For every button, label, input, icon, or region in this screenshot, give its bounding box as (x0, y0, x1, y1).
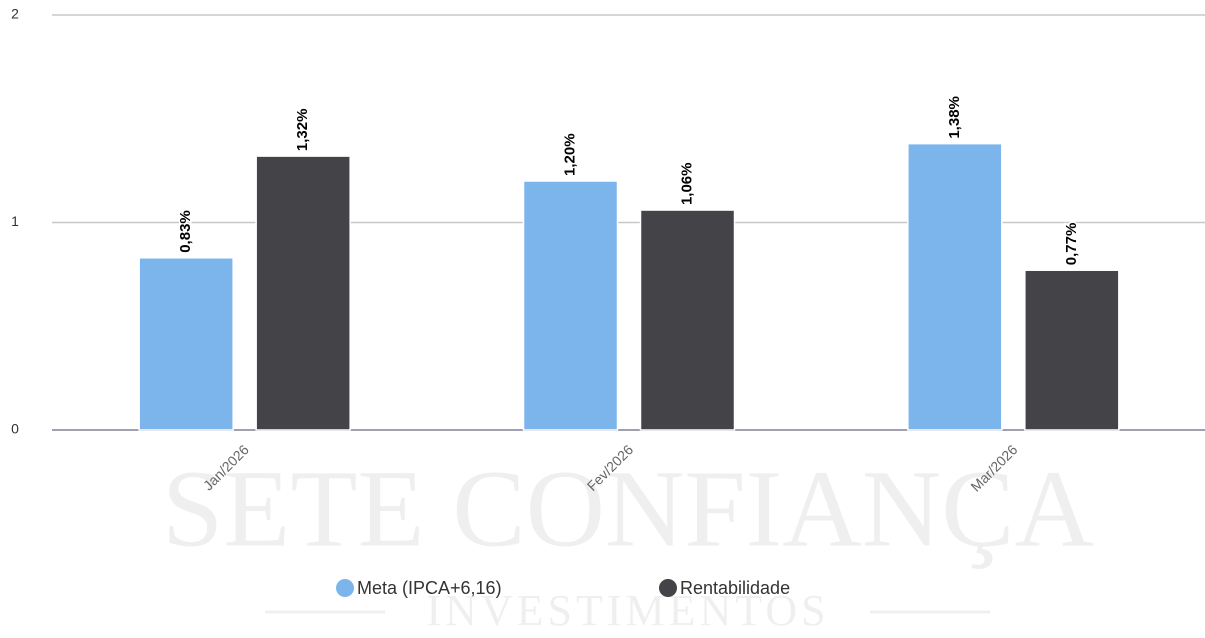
data-label: 1,38% (946, 96, 963, 139)
y-tick-label: 0 (11, 421, 19, 437)
bar (1024, 269, 1120, 431)
y-tick-label: 2 (11, 6, 19, 22)
bar (639, 209, 736, 431)
legend-label: Meta (IPCA+6,16) (357, 578, 502, 598)
data-label: 0,83% (177, 210, 194, 253)
watermark-title: SETE CONFIANÇA (162, 447, 1094, 569)
y-tick-label: 1 (11, 213, 19, 229)
watermark-subtitle: INVESTIMENTOS (426, 586, 829, 635)
bar (522, 180, 619, 431)
data-label: 0,77% (1063, 223, 1080, 266)
bar (138, 257, 234, 431)
bar (255, 155, 351, 431)
legend-marker (659, 579, 677, 597)
legend-label: Rentabilidade (680, 578, 790, 598)
legend-marker (336, 579, 354, 597)
data-label: 1,20% (561, 133, 578, 176)
bar (907, 142, 1003, 431)
data-label: 1,32% (294, 109, 311, 152)
data-label: 1,06% (678, 163, 695, 206)
